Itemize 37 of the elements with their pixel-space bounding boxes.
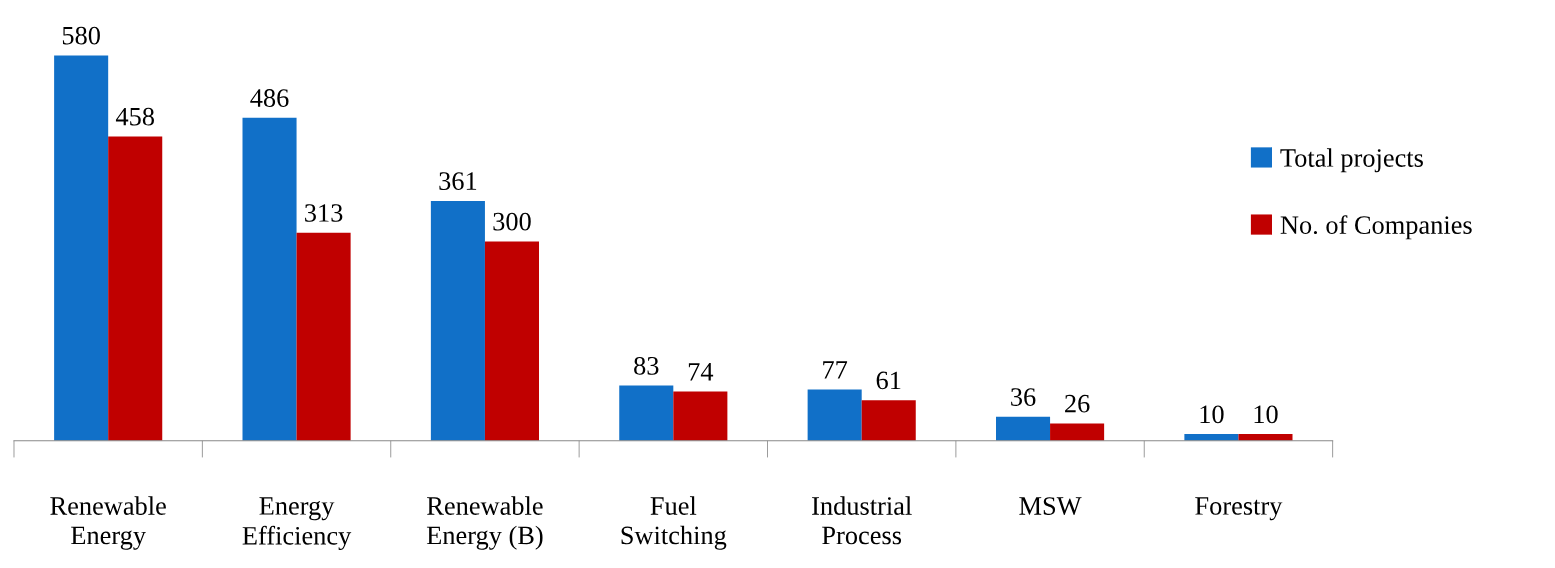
x-tick-label: Forestry (1195, 497, 1283, 521)
data-label: 77 (823, 361, 848, 379)
bar (242, 117, 297, 441)
data-label: 458 (115, 107, 154, 126)
x-tick-label: Renewable Energy (50, 496, 166, 550)
bar (1050, 423, 1105, 441)
data-label: 36 (1011, 388, 1036, 406)
x-tick-label: Industrial Process (812, 496, 912, 545)
bar (673, 391, 728, 441)
data-label: 74 (688, 363, 714, 381)
bar (807, 389, 862, 441)
bar (108, 136, 163, 441)
data-label: 486 (250, 89, 289, 107)
bar (484, 241, 539, 441)
x-tick-label: Energy Efficiency (242, 497, 352, 551)
data-label: 10 (1200, 405, 1224, 424)
data-label: 361 (439, 172, 477, 190)
data-label: 26 (1065, 394, 1090, 413)
data-label: 300 (493, 212, 531, 231)
bar (54, 55, 109, 441)
x-tick-label: Renewable Energy (B) (426, 496, 543, 550)
data-label: 580 (62, 26, 100, 45)
legend-label: Total projects (1280, 148, 1423, 173)
x-tick-label: MSW (1019, 497, 1082, 516)
bar (619, 385, 674, 441)
bar (296, 232, 351, 441)
x-tick-label: Fuel Switching (621, 496, 727, 550)
bar (430, 200, 485, 441)
data-label: 83 (634, 356, 659, 375)
data-label: 10 (1254, 405, 1278, 424)
bar (996, 416, 1051, 441)
bar (861, 400, 916, 441)
bar (1238, 434, 1293, 441)
bar (1184, 434, 1239, 441)
data-label: 61 (876, 371, 901, 390)
legend-label: No. of Companies (1280, 215, 1472, 240)
data-label: 313 (305, 204, 343, 222)
